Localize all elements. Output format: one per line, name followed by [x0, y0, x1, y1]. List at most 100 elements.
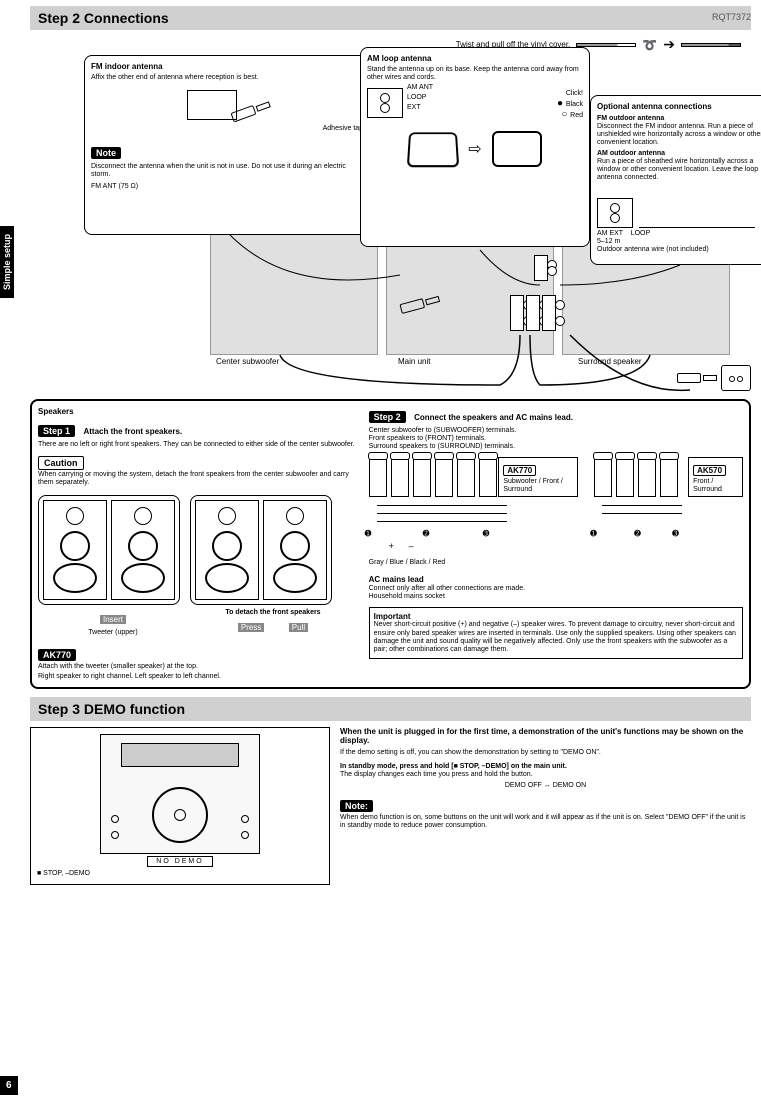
callout-fm-indoor: FM indoor antenna Affix the other end of… [84, 55, 374, 235]
am-ext-label: AM EXT [597, 230, 623, 237]
demo-body-heading: When the unit is plugged in for the firs… [340, 727, 751, 746]
loop-label: LOOP [631, 230, 650, 237]
black-dot-label: Black [566, 101, 583, 108]
callout-optional-antenna: Optional antenna connections FM outdoor … [590, 95, 761, 265]
demo-off-on: DEMO OFF ↔ DEMO ON [340, 782, 751, 790]
speaker-left-icon [43, 500, 107, 600]
tape-label: Adhesive tape [91, 125, 367, 133]
speaker-connection-box: Speakers Step 1 Attach the front speaker… [30, 399, 751, 689]
demo-note-body: When demo function is on, some buttons o… [340, 814, 751, 830]
length-note: 5–12 m [597, 238, 761, 246]
fm-indoor-body: Affix the other end of antenna where rec… [91, 74, 367, 82]
outlet-icon [721, 365, 751, 391]
am-loop-body: Stand the antenna up on its base. Keep t… [367, 66, 583, 82]
detach-illustration [190, 495, 332, 605]
csw-label: Center subwoofer [216, 357, 279, 366]
gnd-label: Outdoor antenna wire (not included) [597, 246, 761, 254]
side-tab: Simple setup [0, 226, 14, 298]
ak770-model-label: AK770 [503, 465, 536, 476]
attach-note: Attach with the tweeter (smaller speaker… [38, 663, 355, 671]
important-heading: Important [374, 612, 738, 622]
step1-label: Step 1 [38, 425, 75, 437]
opt-title: Optional antenna connections [597, 102, 761, 112]
demo-body-para: If the demo setting is off, you can show… [340, 749, 751, 757]
rear-term-2-icon [526, 295, 540, 331]
main-label: Main unit [398, 357, 430, 366]
detach-heading: To detach the front speakers [198, 609, 348, 617]
fm-note-body: Disconnect the antenna when the unit is … [91, 163, 367, 179]
section2-title-bar: Step 3 DEMO function [30, 697, 751, 721]
fm-ant-label: FM ANT (75 Ω) [91, 183, 367, 191]
wire-before-icon [576, 43, 636, 47]
ac-label: AC mains lead [369, 575, 743, 585]
fm-rear-plug-icon [398, 290, 441, 318]
important-box: Important Never short-circuit positive (… [369, 607, 743, 659]
click-label: Click! [411, 90, 583, 98]
ac-body: Connect only after all other connections… [369, 585, 743, 593]
am-rear-term-icon [534, 255, 548, 281]
demo-instruction: In standby mode, press and hold [■ STOP,… [340, 763, 751, 771]
demo-area: NO DEMO ■ STOP, –DEMO When the unit is p… [30, 721, 751, 885]
opt-am-heading: AM outdoor antenna [597, 150, 761, 158]
important-body: Never short-circuit positive (+) and neg… [374, 621, 738, 653]
page-number: 6 [0, 1076, 18, 1095]
am-loop-text: LOOP [407, 94, 426, 102]
am-ext-text: EXT [407, 104, 421, 112]
step2-label: Step 2 [369, 411, 406, 423]
arrow-icon: ⇨ [468, 139, 481, 159]
opt-am-body: Run a piece of sheathed wire horizontall… [597, 158, 761, 182]
ak770-terminals-icon: ➊ ➋ ➌ + – [369, 457, 493, 557]
am-terminal-icon [367, 88, 403, 118]
section1-title-bar: Step 2 Connections [30, 6, 751, 30]
am-loop-title: AM loop antenna [367, 54, 583, 64]
twist-icon: ➰ [642, 38, 657, 52]
wire-after-icon [681, 43, 741, 47]
ac-plug-icon [677, 369, 717, 387]
connection-diagram: Center subwoofer Main unit Surround spea… [30, 55, 751, 395]
loop-antenna-upright-icon [492, 131, 542, 167]
demo-illustration-box: NO DEMO ■ STOP, –DEMO [30, 727, 330, 885]
demo-btn-label: DEMO [69, 870, 90, 877]
insert-label: Insert [100, 615, 126, 624]
speaker-right-icon [111, 500, 175, 600]
plus-1: + [389, 541, 394, 551]
opt-terminal-icon [597, 198, 633, 228]
rear-term-1-icon [510, 295, 524, 331]
caution-body: When carrying or moving the system, deta… [38, 471, 355, 487]
demo-toggle: The display changes each time you press … [340, 771, 751, 779]
section2-title: Step 3 DEMO function [38, 701, 185, 717]
am-label: AM ANT [407, 84, 433, 92]
speakers-heading: Speakers [38, 407, 355, 417]
blue-label: Blue [390, 559, 404, 566]
wall-icon [187, 90, 237, 120]
outlet-label: Household mains socket [369, 593, 743, 601]
model-heading: AK770 [38, 649, 76, 661]
minus-1: – [409, 541, 414, 551]
callout-am-loop: AM loop antenna Stand the antenna up on … [360, 47, 590, 247]
caution-label: Caution [38, 456, 84, 470]
tweeter-label: Tweeter (upper) [38, 629, 188, 637]
red-dot-label: Red [570, 112, 583, 119]
ak770-conn: Subwoofer / Front / Surround [503, 478, 573, 494]
rear-term-3-icon [542, 295, 556, 331]
pull-label: Pull [289, 623, 308, 632]
step1-subnote: There are no left or right front speaker… [38, 441, 355, 449]
opt-fm-heading: FM outdoor antenna [597, 115, 761, 123]
fm-note-heading: Note [91, 147, 121, 159]
loop-antenna-icon [407, 132, 459, 167]
section1-title: Step 2 Connections [38, 10, 169, 26]
demo-note-heading: Note: [340, 800, 373, 812]
ak570-conn: Front / Surround [693, 478, 738, 494]
step2-row3: Surround speakers to (SURROUND) terminal… [369, 443, 743, 451]
right-to-right: Right speaker to right channel. Left spe… [38, 673, 355, 681]
ak570-terminals-icon: ➊ ➋ ➌ [594, 457, 682, 557]
stereo-unit-icon [100, 734, 260, 854]
gray-label: Gray [369, 559, 384, 566]
step2-row1: Center subwoofer to (SUBWOOFER) terminal… [369, 427, 743, 435]
opt-fm-body: Disconnect the FM indoor antenna. Run a … [597, 123, 761, 147]
display-text: NO DEMO [147, 856, 212, 867]
black-label: Black [410, 559, 427, 566]
arrow-right-icon: ➔ [663, 36, 675, 53]
press-label: Press [238, 623, 264, 632]
page-ref-top: RQT7372 [712, 12, 751, 22]
